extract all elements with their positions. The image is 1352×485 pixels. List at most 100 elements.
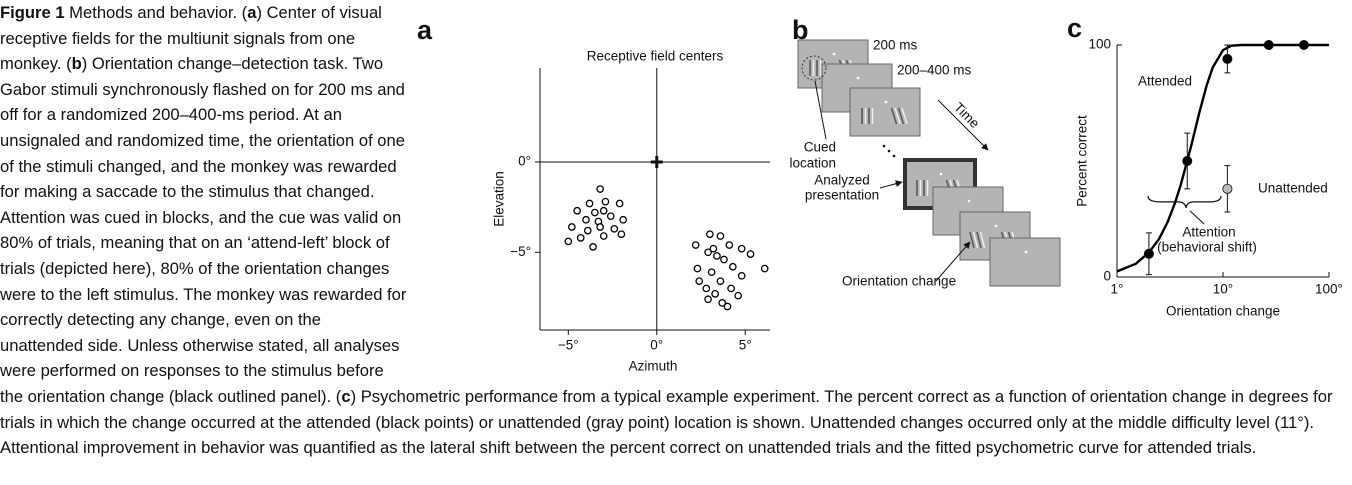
ellipsis-dot [893,155,896,158]
data-point [1264,40,1273,49]
rf-center [730,264,736,270]
caption-text: Methods and behavior. ( [65,3,248,22]
rf-center [717,233,723,239]
rf-center [738,245,744,251]
annotation: (behavioral shift) [1157,239,1257,254]
rf-center [583,217,589,223]
y-tick-label: −5° [510,244,531,259]
rf-center [608,213,614,219]
annotation-pointer [1190,211,1204,224]
panel-label: a [417,15,433,45]
rf-center [694,265,700,271]
rf-center [728,285,734,291]
rf-center [708,269,714,275]
rf-center [592,209,598,215]
x-axis-label: Orientation change [1166,304,1280,319]
rf-center [726,242,732,248]
origin-cross [651,156,663,168]
rf-center [600,208,606,214]
rf-center [735,292,741,298]
rf-center [590,244,596,250]
rf-center [747,251,753,257]
panel-label: c [1067,13,1082,43]
x-tick-label: −5° [558,338,579,353]
analyzed-pointer [880,182,902,188]
caption-bold: c [341,387,350,406]
diagram-label: presentation [805,188,879,203]
caption-bold: Figure 1 [0,3,65,22]
fixation-dot [833,53,836,56]
stimulus-frame [990,238,1060,286]
rf-center [597,224,603,230]
series-label: Unattended [1258,180,1328,195]
x-axis-label: Azimuth [629,359,678,374]
fixation-dot [995,225,998,228]
rf-center [721,256,727,262]
rf-center [586,200,592,206]
shift-brace [1148,196,1221,208]
rf-center [618,231,624,237]
data-point [1223,54,1232,63]
rf-center [712,291,718,297]
rf-center [761,265,767,271]
diagram-label: 200–400 ms [897,63,972,78]
y-axis-label: Percent correct [1075,115,1090,207]
x-tick-label: 0° [650,338,663,353]
diagram-label: location [789,156,836,171]
y-tick-label: 100 [1088,37,1111,52]
rf-center [600,233,606,239]
rf-center [705,296,711,302]
rf-center [616,200,622,206]
annotation: Attention [1182,224,1235,239]
fixation-dot [885,101,888,104]
x-tick-label: 100° [1315,282,1343,297]
page: b 200 ms 200–400 ms Cuedlocation Time Analyze… [0,0,1352,485]
diagram-label: Orientation change [842,274,956,289]
rf-center [577,235,583,241]
diagram-label: Time [951,100,982,131]
data-point [1183,156,1192,165]
diagram-label: Cued [804,140,836,155]
rf-center [602,199,608,205]
rf-center [714,253,720,259]
fixation-dot [940,173,943,176]
y-tick-label: 0° [518,154,531,169]
data-point [1223,184,1232,193]
y-axis-label: Elevation [492,171,507,227]
stimulus-frame [850,88,920,136]
ellipsis-dot [888,150,891,153]
rf-center [574,208,580,214]
y-tick-label: 0 [1103,269,1111,284]
rf-center [565,238,571,244]
rf-center [597,186,603,192]
chart-title: Receptive field centers [587,49,724,64]
rf-center [724,303,730,309]
rf-center [738,273,744,279]
rf-center [692,242,698,248]
data-point [1299,40,1308,49]
x-tick-label: 10° [1213,282,1233,297]
ellipsis-dot [883,145,886,148]
fixation-dot [1025,251,1028,254]
series-label: Attended [1138,74,1192,89]
caption-bold: b [72,54,82,73]
rf-center [717,278,723,284]
rf-center [620,217,626,223]
rf-center [585,227,591,233]
x-tick-label: 1° [1111,282,1124,297]
rf-center [696,278,702,284]
fixation-dot [968,200,971,203]
rf-center [569,224,575,230]
rf-center [705,249,711,255]
x-tick-label: 5° [739,338,752,353]
rf-center [703,285,709,291]
diagram-label: Analyzed [814,173,870,188]
fixation-dot [857,77,860,80]
rf-center [707,231,713,237]
rf-center [611,226,617,232]
diagram-label: 200 ms [873,38,918,53]
data-point [1144,249,1153,258]
